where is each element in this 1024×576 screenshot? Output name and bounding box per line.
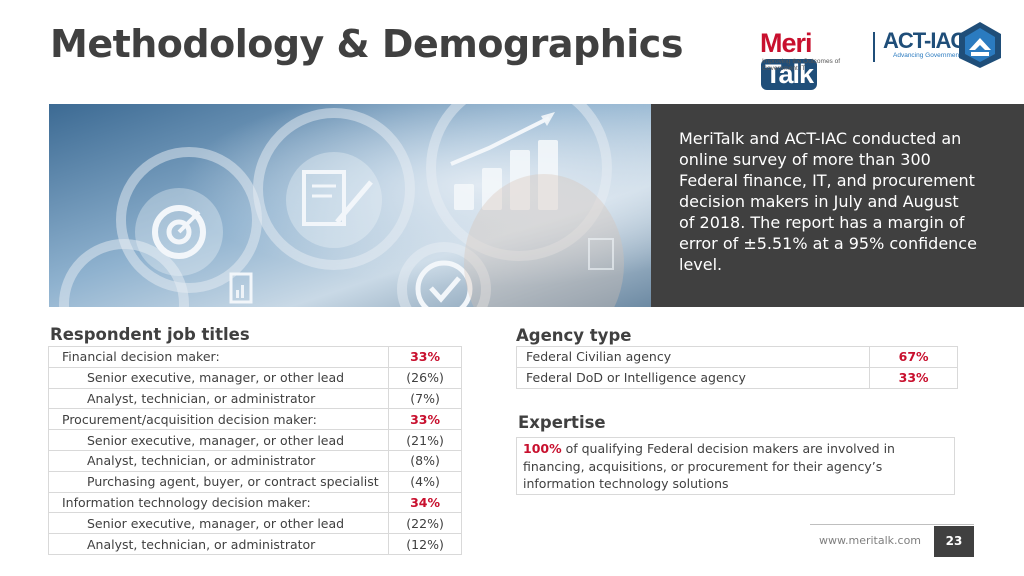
job-title-sublabel: Analyst, technician, or administrator	[49, 388, 389, 409]
job-title-percentage: (21%)	[389, 430, 462, 451]
job-title-percentage: (12%)	[389, 534, 462, 555]
job-title-sublabel: Purchasing agent, buyer, or contract spe…	[49, 471, 389, 492]
job-title-percentage: 33%	[389, 347, 462, 368]
job-title-label: Financial decision maker:	[49, 347, 389, 368]
expertise-heading: Expertise	[518, 413, 606, 432]
job-title-sublabel: Analyst, technician, or administrator	[49, 450, 389, 471]
table-row: Analyst, technician, or administrator (12…	[49, 534, 462, 555]
table-row: Senior executive, manager, or other lead…	[49, 513, 462, 534]
job-title-percentage: (8%)	[389, 450, 462, 471]
meritalk-logo-tagline: Improving the Outcomes of Government IT	[762, 58, 842, 72]
job-title-percentage: 33%	[389, 409, 462, 430]
job-title-percentage: 34%	[389, 492, 462, 513]
target-icon	[135, 188, 223, 276]
footer-divider	[810, 524, 974, 525]
table-row: Procurement/acquisition decision maker: 3…	[49, 409, 462, 430]
job-title-sublabel: Analyst, technician, or administrator	[49, 534, 389, 555]
agency-type-percentage: 67%	[870, 347, 958, 368]
agency-type-percentage: 33%	[870, 367, 958, 388]
actiac-logo-word: ACT-IAC	[883, 28, 965, 54]
footer-url: www.meritalk.com	[819, 534, 921, 547]
agency-table: Federal Civilian agency 67% Federal DoD or…	[516, 346, 958, 389]
meritalk-logo: MeriTalk Improving the Outcomes of Gover…	[760, 28, 865, 74]
table-row: Information technology decision maker: 34…	[49, 492, 462, 513]
actiac-emblem-icon	[955, 20, 1005, 70]
job-title-percentage: (4%)	[389, 471, 462, 492]
expertise-text: of qualifying Federal decision makers ar…	[523, 441, 895, 491]
table-row: Senior executive, manager, or other lead…	[49, 430, 462, 451]
table-row: Senior executive, manager, or other lead…	[49, 367, 462, 388]
job-title-percentage: (7%)	[389, 388, 462, 409]
job-title-label: Information technology decision maker:	[49, 492, 389, 513]
table-row: Purchasing agent, buyer, or contract spe…	[49, 471, 462, 492]
actiac-logo: ACT-IAC Advancing Government	[883, 28, 965, 59]
table-row: Analyst, technician, or administrator (8%…	[49, 450, 462, 471]
job-title-percentage: (22%)	[389, 513, 462, 534]
job-title-sublabel: Senior executive, manager, or other lead	[49, 367, 389, 388]
hero-image	[49, 104, 651, 307]
survey-description: MeriTalk and ACT-IAC conducted an online…	[679, 128, 979, 275]
job-title-sublabel: Senior executive, manager, or other lead	[49, 430, 389, 451]
agency-heading: Agency type	[516, 326, 631, 345]
table-row: Analyst, technician, or administrator (7%…	[49, 388, 462, 409]
job-title-percentage: (26%)	[389, 367, 462, 388]
respondents-heading: Respondent job titles	[50, 325, 250, 344]
table-row: Federal DoD or Intelligence agency 33%	[517, 367, 958, 388]
agency-type-label: Federal Civilian agency	[517, 347, 870, 368]
respondents-table: Financial decision maker: 33% Senior execu…	[48, 346, 462, 555]
job-title-label: Procurement/acquisition decision maker:	[49, 409, 389, 430]
page-number: 23	[934, 526, 974, 557]
agency-type-label: Federal DoD or Intelligence agency	[517, 367, 870, 388]
table-row: Federal Civilian agency 67%	[517, 347, 958, 368]
job-title-sublabel: Senior executive, manager, or other lead	[49, 513, 389, 534]
page-title: Methodology & Demographics	[50, 22, 683, 66]
document-signature-icon	[286, 152, 382, 248]
expertise-highlight: 100%	[523, 441, 562, 456]
table-row: Financial decision maker: 33%	[49, 347, 462, 368]
meritalk-logo-word-a: Meri	[760, 28, 812, 58]
expertise-box: 100% of qualifying Federal decision make…	[516, 437, 955, 495]
logo-divider	[873, 32, 875, 62]
